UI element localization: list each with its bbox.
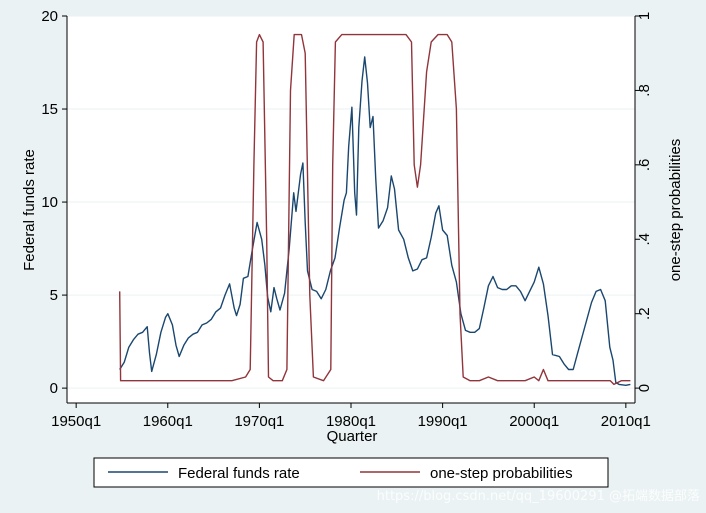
x-tick-label: 1990q1 xyxy=(418,413,468,430)
series-line-federal-funds-rate xyxy=(119,56,631,386)
tick-marks: 0 5 10 15 20 0 .2 .4 .6 .8 1 1950q1 1960q1 1970q1 1980… xyxy=(41,8,653,430)
x-tick-label: 1970q1 xyxy=(234,413,284,430)
y-axis-title-right: one-step probabilities xyxy=(667,139,684,282)
legend-label-federal-funds-rate: Federal funds rate xyxy=(178,465,300,482)
y-left-tick-label: 10 xyxy=(41,194,58,211)
series-layer xyxy=(119,33,631,386)
x-tick-label: 2010q1 xyxy=(601,413,651,430)
x-axis-title: Quarter xyxy=(327,428,378,445)
y-right-tick-label: .6 xyxy=(636,159,653,172)
y-right-tick-label: 1 xyxy=(636,12,653,20)
series-line-one-step-probabilities xyxy=(119,33,631,386)
y-right-tick-label: .4 xyxy=(636,233,653,246)
watermark-text: https://blog.csdn.net/qq_19600291 @拓端数据部… xyxy=(377,489,700,504)
y-left-tick-label: 5 xyxy=(50,287,58,304)
x-tick-label: 2000q1 xyxy=(509,413,559,430)
plot-area xyxy=(67,16,635,403)
x-tick-label: 1980q1 xyxy=(326,413,376,430)
y-axis-title-left: Federal funds rate xyxy=(21,149,38,271)
legend-label-one-step-probabilities: one-step probabilities xyxy=(430,465,573,482)
gridlines xyxy=(67,15,635,389)
y-right-tick-label: 0 xyxy=(636,384,653,392)
y-left-tick-label: 15 xyxy=(41,101,58,118)
y-right-tick-label: .2 xyxy=(636,307,653,320)
legend-box xyxy=(93,457,609,488)
x-tick-label: 1950q1 xyxy=(51,413,101,430)
legend: Federal funds rate one-step probabilitie… xyxy=(93,457,609,488)
x-tick-label: 1960q1 xyxy=(143,413,193,430)
y-right-tick-label: .8 xyxy=(636,84,653,97)
y-left-tick-label: 0 xyxy=(50,380,58,397)
y-left-tick-label: 20 xyxy=(41,8,58,25)
